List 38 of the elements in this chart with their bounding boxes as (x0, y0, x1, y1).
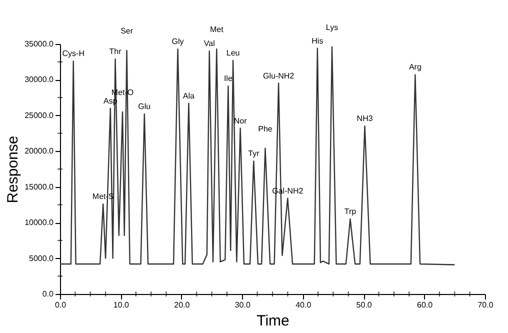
annotation: Gly (172, 37, 184, 46)
annotation: Glu (138, 102, 151, 111)
annotation: Glu-NH2 (263, 71, 295, 80)
y-tick-label: 10000.0 (24, 218, 54, 228)
annotation: Leu (226, 48, 240, 58)
y-tick-label: 20000.0 (24, 146, 54, 156)
x-tick-label: 60.0 (416, 300, 434, 310)
x-tick-label: 10.0 (113, 300, 130, 310)
annotation: Thr (109, 47, 122, 56)
y-tick-label: 35000.0 (24, 40, 54, 48)
x-axis-title: Time (256, 312, 290, 330)
annotation: Met (210, 25, 224, 34)
annotation: Cys-H (62, 49, 85, 58)
annotation: Val (204, 39, 216, 48)
line-series (59, 46, 456, 266)
y-tick-label: 0.0 (42, 290, 54, 298)
annotation: His (312, 36, 324, 46)
annotation: Lys (326, 22, 338, 32)
annotation: Ser (120, 26, 134, 36)
y-tick-label: 25000.0 (24, 110, 54, 120)
x-tick-label: 40.0 (296, 300, 312, 310)
annotation: Arg (408, 62, 422, 72)
y-tick-label: 30000.0 (24, 75, 54, 84)
x-tick-label: 50.0 (356, 300, 372, 310)
x-tick-label: 20.0 (174, 300, 190, 310)
y-tick-label: 5000.0 (29, 254, 54, 263)
annotation: NH3 (356, 114, 374, 124)
x-tick-label: 30.0 (234, 300, 251, 310)
annotation: Phe (258, 124, 273, 134)
x-tick-label: 0.0 (54, 300, 67, 310)
annotation: Nor (234, 116, 248, 126)
annotation: Tyr (248, 149, 260, 158)
annotation: Ile (224, 74, 233, 84)
y-axis-title: Response (4, 136, 22, 204)
annotation: Ala (182, 91, 196, 100)
x-tick-label: 70.0 (478, 300, 494, 310)
annotation: Trp (344, 207, 357, 216)
y-tick-label: 15000.0 (24, 182, 54, 192)
